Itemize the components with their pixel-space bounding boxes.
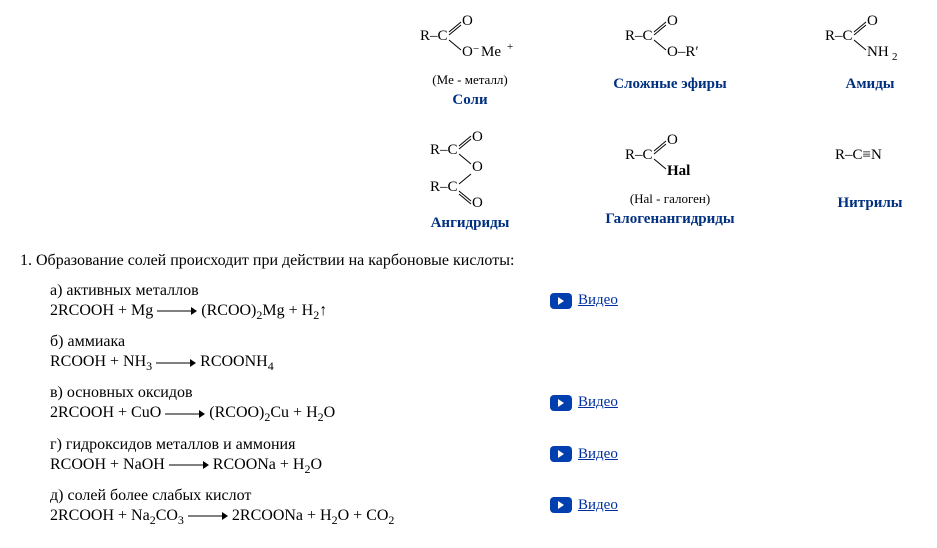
reaction-row: д) солей более слабых кислот 2RCOOH + Na2… [50, 487, 917, 528]
svg-text:2: 2 [892, 51, 898, 63]
structures-row-2: R–C O O R–C O Ангидриды R–C O Hal (Hal -… [400, 129, 917, 232]
play-icon [550, 446, 572, 462]
svg-text:+: + [507, 41, 513, 53]
nitrile-label: Нитрилы [838, 195, 903, 212]
svg-text:O–R′: O–R′ [667, 44, 699, 60]
svg-text:O: O [667, 132, 678, 148]
ester-structure-svg: R–C O O–R′ [620, 10, 720, 70]
svg-text:O: O [472, 195, 483, 209]
video-link[interactable]: Видео [550, 446, 618, 463]
structure-amide: R–C O NH 2 Амиды [800, 10, 937, 109]
structure-ester: R–C O O–R′ Сложные эфиры [600, 10, 740, 109]
structure-anhydride: R–C O O R–C O Ангидриды [400, 129, 540, 232]
salt-note: (Me - металл) [432, 72, 508, 88]
reaction-title: г) гидроксидов металлов и аммония [50, 436, 520, 454]
nitrile-structure-svg: R–C≡N [825, 129, 915, 189]
svg-text:Hal: Hal [667, 163, 690, 179]
video-link[interactable]: Видео [550, 497, 618, 514]
svg-text:O: O [472, 129, 483, 145]
structure-salt: R–C O O − Me + (Me - металл) Соли [400, 10, 540, 109]
structure-acylhalide: R–C O Hal (Hal - галоген) Галогенангидри… [600, 129, 740, 232]
svg-text:R–C: R–C [430, 179, 458, 195]
play-icon [550, 395, 572, 411]
amide-label: Амиды [846, 76, 895, 93]
reaction-text: д) солей более слабых кислот 2RCOOH + Na2… [50, 487, 520, 528]
svg-text:O: O [667, 13, 678, 29]
reaction-title: б) аммиака [50, 333, 520, 351]
reaction-row: г) гидроксидов металлов и аммония RCOOH +… [50, 436, 917, 477]
section-heading: 1. Образование солей происходит при дейс… [20, 252, 917, 270]
anhydride-label: Ангидриды [431, 215, 510, 232]
reaction-row: а) активных металлов 2RCOOH + Mg (RCOO)2M… [50, 282, 917, 323]
svg-text:R–C: R–C [420, 28, 448, 44]
reaction-title: д) солей более слабых кислот [50, 487, 520, 505]
reaction-text: г) гидроксидов металлов и аммония RCOOH +… [50, 436, 520, 477]
acylhalide-label: Галогенангидриды [605, 211, 734, 228]
video-label: Видео [578, 292, 618, 309]
anhydride-structure-svg: R–C O O R–C O [425, 129, 515, 209]
reaction-text: б) аммиака RCOOH + NH3 RCOONH4 [50, 333, 520, 374]
svg-text:Me: Me [481, 44, 501, 60]
reaction-text: а) активных металлов 2RCOOH + Mg (RCOO)2M… [50, 282, 520, 323]
amide-structure-svg: R–C O NH 2 [820, 10, 920, 70]
salt-structure-svg: R–C O O − Me + [415, 10, 525, 70]
structure-nitrile: R–C≡N Нитрилы [800, 129, 937, 232]
play-icon [550, 497, 572, 513]
svg-text:R–C: R–C [430, 142, 458, 158]
reaction-equation: RCOOH + NH3 RCOONH4 [50, 353, 520, 374]
svg-text:−: − [473, 43, 479, 55]
svg-text:O: O [462, 44, 473, 60]
reaction-row: в) основных оксидов 2RCOOH + CuO (RCOO)2C… [50, 384, 917, 425]
reaction-equation: 2RCOOH + Mg (RCOO)2Mg + H2↑ [50, 302, 520, 323]
acylhalide-note: (Hal - галоген) [630, 191, 710, 207]
ester-label: Сложные эфиры [613, 76, 726, 93]
reaction-row: б) аммиака RCOOH + NH3 RCOONH4 [50, 333, 917, 374]
reaction-title: а) активных металлов [50, 282, 520, 300]
reaction-equation: 2RCOOH + Na2CO3 2RCOONa + H2O + CO2 [50, 507, 520, 528]
salt-label: Соли [452, 92, 487, 109]
svg-text:O: O [472, 159, 483, 175]
video-link[interactable]: Видео [550, 292, 618, 309]
svg-text:R–C: R–C [625, 147, 653, 163]
svg-text:O: O [462, 13, 473, 29]
structures-row-1: R–C O O − Me + (Me - металл) Соли R–C O … [400, 10, 917, 109]
acylhalide-structure-svg: R–C O Hal [620, 129, 720, 189]
reactions-list: а) активных металлов 2RCOOH + Mg (RCOO)2M… [50, 282, 917, 528]
play-icon [550, 293, 572, 309]
reaction-text: в) основных оксидов 2RCOOH + CuO (RCOO)2C… [50, 384, 520, 425]
reaction-equation: RCOOH + NaOH RCOONa + H2O [50, 456, 520, 477]
video-link[interactable]: Видео [550, 394, 618, 411]
svg-text:R–C≡N: R–C≡N [835, 147, 882, 163]
video-label: Видео [578, 446, 618, 463]
reaction-equation: 2RCOOH + CuO (RCOO)2Cu + H2O [50, 404, 520, 425]
video-label: Видео [578, 394, 618, 411]
svg-text:NH: NH [867, 44, 889, 60]
svg-text:R–C: R–C [825, 28, 853, 44]
reaction-title: в) основных оксидов [50, 384, 520, 402]
svg-text:R–C: R–C [625, 28, 653, 44]
video-label: Видео [578, 497, 618, 514]
svg-text:O: O [867, 13, 878, 29]
